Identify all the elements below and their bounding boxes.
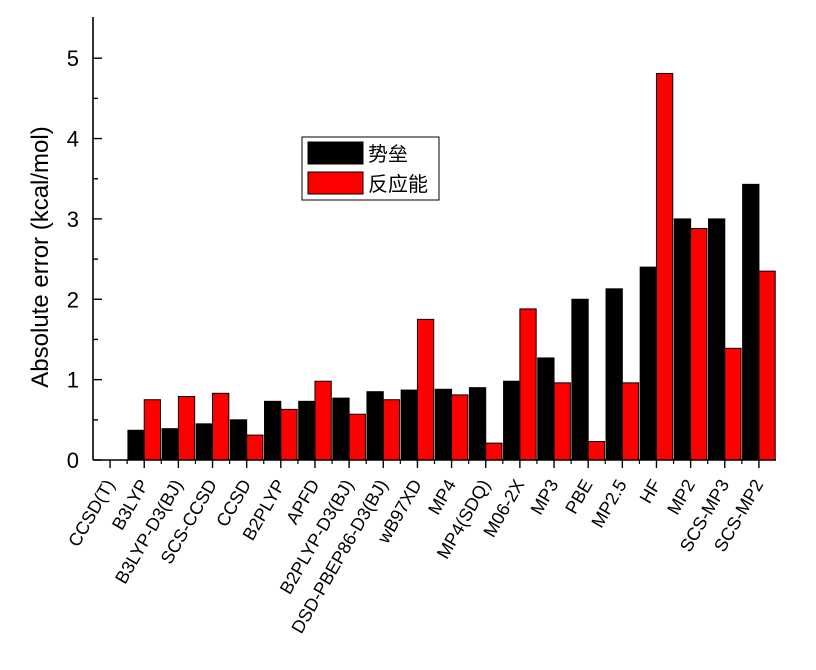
- legend-swatch-barrier: [307, 141, 364, 165]
- x-tick-label: CCSD(T): [64, 476, 118, 550]
- bar-reaction-energy-7: [348, 413, 366, 461]
- y-tick-label: 5: [67, 46, 79, 71]
- bar-reaction-energy-2: [177, 396, 196, 461]
- bar-barrier-8: [366, 391, 384, 461]
- x-tick-label: MP2.5: [587, 476, 630, 531]
- bar-barrier-3: [195, 423, 214, 461]
- y-tick-label: 2: [67, 287, 79, 312]
- x-tick-label: MP4: [424, 476, 460, 518]
- y-axis: 0 1 2 3 4 5: [67, 17, 102, 473]
- bar-reaction-energy-15: [621, 382, 640, 461]
- legend-label-barrier: 势垒: [368, 142, 408, 166]
- bar-barrier-10: [434, 388, 453, 461]
- bar-barrier-12: [503, 380, 521, 461]
- y-axis-label: Absolute error (kcal/mol): [27, 126, 54, 387]
- x-axis: CCSD(T)B3LYPB3LYP-D3(BJ)SCS-CCSDCCSDB2PL…: [64, 459, 776, 637]
- bar-reaction-energy-11: [485, 442, 503, 461]
- bar-barrier-17: [673, 218, 692, 461]
- bar-reaction-energy-5: [280, 408, 298, 461]
- bar-reaction-energy-1: [143, 399, 162, 461]
- bar-barrier-14: [571, 298, 589, 461]
- y-tick-label: 1: [67, 368, 79, 393]
- bar-barrier-19: [742, 183, 760, 461]
- x-tick-label: HF: [636, 476, 665, 507]
- bar-reaction-energy-14: [587, 441, 605, 461]
- bar-reaction-energy-17: [690, 228, 708, 461]
- y-tick-label: 0: [67, 448, 79, 473]
- bar-reaction-energy-19: [758, 270, 776, 461]
- bar-barrier-4: [229, 419, 248, 461]
- bar-reaction-energy-3: [212, 392, 230, 461]
- bar-reaction-energy-16: [655, 72, 674, 461]
- legend-swatch-reaction-energy: [307, 171, 364, 195]
- bar-reaction-energy-10: [451, 394, 469, 461]
- bar-barrier-5: [264, 400, 282, 461]
- y-tick-label: 4: [67, 127, 79, 152]
- bar-reaction-energy-4: [246, 434, 264, 461]
- x-tick-label: PBE: [561, 476, 596, 517]
- x-tick-label: MP3: [527, 476, 563, 518]
- bar-barrier-9: [400, 389, 418, 461]
- bar-reaction-energy-9: [416, 318, 435, 461]
- bar-reaction-energy-12: [519, 308, 537, 461]
- y-tick-label: 3: [67, 207, 79, 232]
- bar-barrier-16: [639, 266, 657, 461]
- bar-barrier-18: [707, 218, 726, 461]
- bar-barrier-6: [298, 400, 316, 461]
- bar-barrier-1: [127, 429, 145, 461]
- bar-reaction-energy-8: [382, 399, 401, 461]
- bar-barrier-7: [332, 397, 350, 461]
- bar-barrier-11: [468, 387, 487, 461]
- bar-reaction-energy-13: [553, 382, 571, 461]
- legend-label-reaction-energy: 反应能: [368, 172, 428, 196]
- bar-barrier-15: [605, 288, 623, 461]
- x-tick-label: MP2: [663, 476, 699, 518]
- bar-reaction-energy-18: [724, 347, 742, 461]
- bar-reaction-energy-6: [314, 380, 332, 461]
- bar-barrier-13: [537, 357, 555, 461]
- plot-area: [127, 72, 776, 461]
- bar-barrier-2: [161, 428, 179, 461]
